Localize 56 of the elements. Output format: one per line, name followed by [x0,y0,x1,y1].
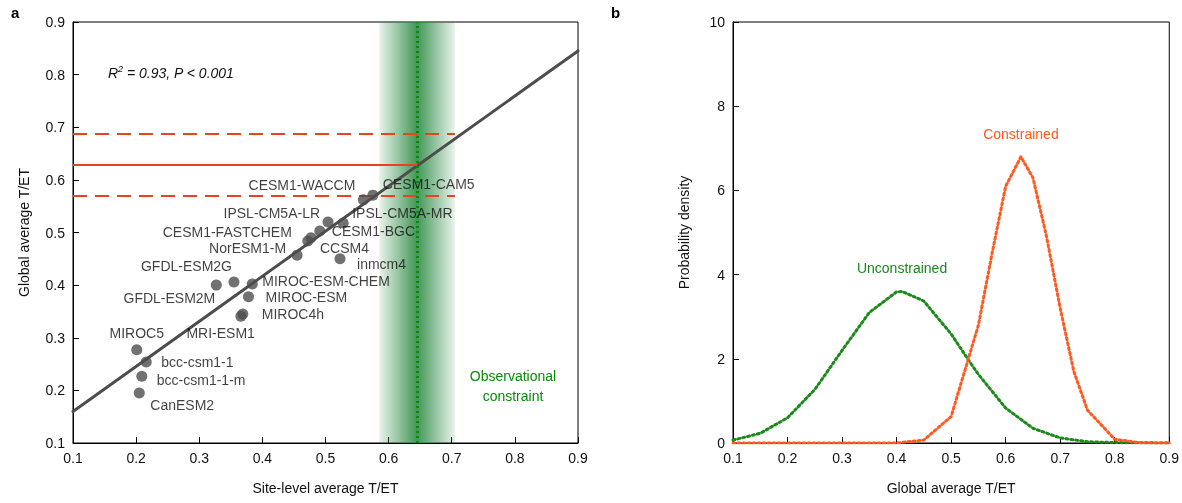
x-tick-label: 0.5 [315,450,336,466]
data-label: CESM1-FASTCHEM [162,223,292,240]
annotation: Observational constraint [469,368,557,404]
y-tick-label: 6 [717,182,726,199]
y-tick-label: 0.6 [45,171,66,188]
data-label: MIROC-ESM-CHEM [262,273,390,290]
x-tick-label: 0.1 [63,450,83,466]
x-tick-label: 0.8 [505,450,525,466]
x-tick-label: 0.9 [568,450,588,466]
y-axis-title: Global average T/ET [16,167,32,297]
y-axis-title: Probability density [676,175,692,290]
data-label: MIROC4h [261,306,325,323]
y-tick-label: 10 [709,14,726,30]
y-tick-label: 0.4 [45,277,66,294]
y-tick-label: 0.7 [45,119,66,136]
data-label: MRI-ESM1 [186,325,256,342]
chart-title: b [611,4,621,21]
x-tick-label: 0.3 [832,450,853,466]
y-tick-label: 0.8 [45,66,66,83]
y-tick-label: 4 [717,266,726,283]
y-tick-label: 0.2 [45,382,66,399]
data-label: CCSM4 [319,239,370,256]
data-label: bcc-csm1-1 [161,353,234,370]
y-tick-label: 0.5 [45,224,66,241]
series-label: Unconstrained [856,260,948,277]
data-label: IPSL-CM5A-LR [223,204,321,221]
data-label: CanESM2 [150,397,215,414]
y-tick-label: 0.3 [45,329,66,346]
y-tick-label: 0 [717,435,726,451]
x-tick-label: 0.3 [189,450,210,466]
data-label: CESM1-WACCM [248,176,356,193]
data-label: GFDL-ESM2G [140,257,232,274]
x-tick-label: 0.2 [777,450,798,466]
y-tick-label: 2 [717,350,726,367]
chart-title: a [11,4,20,21]
data-label: bcc-csm1-1-m [156,372,246,389]
x-axis-title: Site-level average T/ET [252,480,399,496]
x-axis-title: Global average T/ET [886,480,1017,496]
x-tick-label: 0.4 [886,450,907,466]
data-label: MIROC-ESM [265,288,348,305]
series-label: Constrained [983,125,1059,142]
x-tick-label: 0.4 [252,450,273,466]
data-label: GFDL-ESM2M [123,290,216,307]
y-tick-label: 8 [717,98,726,115]
data-label: NorESM1-M [209,240,287,257]
x-tick-label: 0.2 [126,450,147,466]
x-tick-label: 0.9 [1159,450,1180,466]
x-tick-label: 0.6 [378,450,399,466]
y-tick-label: 0.1 [45,435,66,451]
x-tick-label: 0.8 [1105,450,1125,466]
data-label: MIROC5 [109,324,165,341]
x-tick-label: 0.5 [941,450,962,466]
x-tick-label: 0.7 [1050,450,1071,466]
x-tick-label: 0.7 [442,450,462,466]
x-tick-label: 0.6 [995,450,1016,466]
y-tick-label: 0.9 [45,14,66,30]
